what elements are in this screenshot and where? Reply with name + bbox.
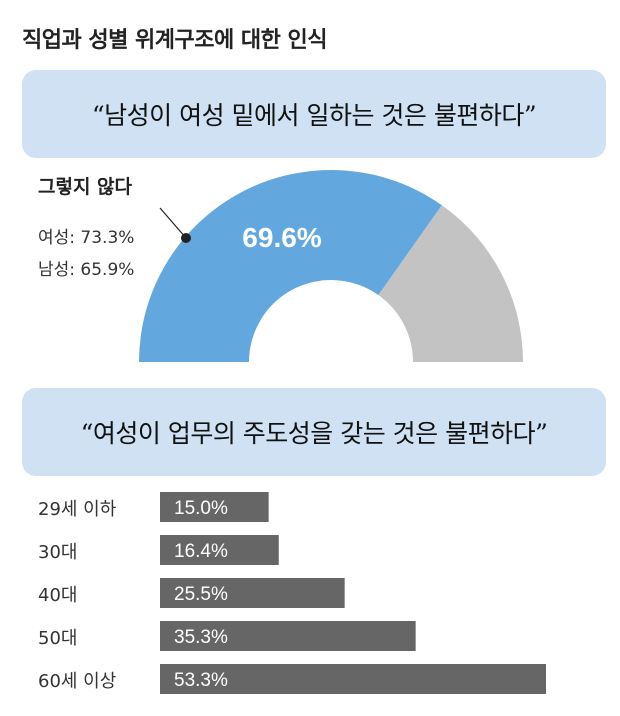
bar [160, 664, 546, 694]
category-label: 50대 [38, 628, 78, 649]
category-label: 29세 이하 [38, 499, 117, 520]
annotation-leader-line [159, 207, 187, 239]
bar-value-label: 35.3% [174, 627, 228, 648]
donut-slice-other [378, 205, 523, 362]
page-title: 직업과 성별 위계구조에 대한 인식 [22, 28, 328, 53]
question-banner-2: “여성이 업무의 주도성을 갖는 것은 불편하다” [22, 388, 606, 476]
bar [160, 621, 416, 651]
question-banner-1: “남성이 여성 밑에서 일하는 것은 불편하다” [22, 70, 606, 158]
annotation-title: 그렇지 않다 [38, 176, 133, 198]
category-label: 30대 [38, 542, 78, 563]
bar-value-label: 15.0% [174, 498, 228, 519]
bar [160, 492, 269, 522]
annotation-dot [181, 233, 191, 243]
bar-value-label: 53.3% [174, 670, 228, 691]
donut-slice-label: 69.6% [242, 222, 321, 253]
bar-value-label: 16.4% [174, 541, 228, 562]
annotation-female: 여성: 73.3% [38, 228, 135, 248]
bar-value-label: 25.5% [174, 584, 228, 605]
category-label: 60세 이상 [38, 671, 117, 692]
annotation-male: 남성: 65.9% [38, 260, 135, 280]
donut-slice-disagree [139, 170, 442, 362]
semi-donut-chart: 69.6% [139, 170, 523, 362]
category-label: 40대 [38, 585, 78, 606]
bar [160, 578, 345, 608]
bar [160, 535, 279, 565]
